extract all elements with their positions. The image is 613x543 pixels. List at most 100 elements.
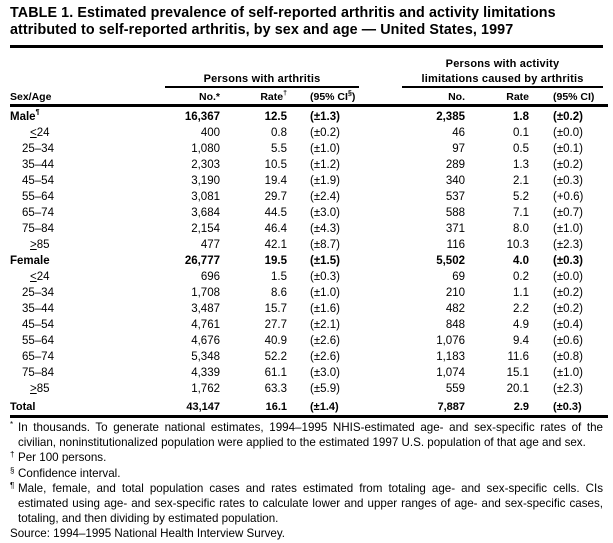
cell-no: 5,348 [191,351,220,363]
row-label: Total [10,401,36,413]
col-sex-age: Sex/Age [10,91,52,103]
table-title: TABLE 1. Estimated prevalence of self-re… [10,5,556,38]
cell-rate: 44.5 [264,207,287,219]
cell-no: 43,147 [186,401,220,413]
cell-ci2: (±0.1) [553,143,583,155]
cell-ci: (±3.0) [310,207,340,219]
row-label: Female [10,253,160,269]
cell-no: 3,684 [191,207,220,219]
row-label: 25–34 [10,141,160,157]
row-label-text: Female [10,255,50,267]
footnote-mark: * [10,420,14,429]
cell-ci: (±8.7) [310,239,340,251]
footnote-mark: § [347,90,352,97]
table-row: 45–54 4,761 27.7 (±2.1) 848 4.9 (±0.4) [10,317,608,333]
col-rate2: Rate [506,91,529,103]
spacer [370,399,407,415]
row-label: 45–54 [10,317,160,333]
footnote-mark: † [283,90,287,97]
cell-rate2: 0.5 [513,143,529,155]
cell-ci: (±1.0) [310,287,340,299]
col-ci: (95% CI§) [289,90,370,104]
sex-group-row: Female 26,777 19.5 (±1.5) 5,502 4.0 (±0.3) [10,253,608,269]
cell-ci2: (±0.2) [553,287,583,299]
cell-rate2: 9.4 [513,335,529,347]
spacer [370,109,407,125]
data-table: Sex/Age No.* Rate† (95% CI§) No. Rate (9… [10,90,608,418]
cell-no: 3,487 [191,303,220,315]
spacer [370,365,407,381]
row-label-text: 65–74 [22,207,54,219]
cell-rate: 10.5 [264,159,287,171]
row-label-text: >85 [30,239,50,251]
cell-no2: 210 [445,287,465,299]
row-label: >85 [10,237,160,253]
cell-ci: (±2.4) [310,191,340,203]
table-row: 65–74 3,684 44.5 (±3.0) 588 7.1 (±0.7) [10,205,608,221]
col-ci2: (95% CI) [553,91,595,103]
cell-rate: 63.3 [264,383,287,395]
row-label: <24 [10,269,160,285]
cell-no: 3,190 [191,175,220,187]
cell-ci: (±2.1) [310,319,340,331]
cell-no2: 1,076 [436,335,465,347]
row-label-text: 55–64 [22,191,54,203]
table-row: 55–64 4,676 40.9 (±2.6) 1,076 9.4 (±0.6) [10,333,608,349]
row-label: 35–44 [10,157,160,173]
cell-rate: 46.4 [264,223,287,235]
table-row: 65–74 5,348 52.2 (±2.6) 1,183 11.6 (±0.8) [10,349,608,365]
cell-no2: 371 [445,223,465,235]
footnote-text: Confidence interval. [18,466,121,480]
row-label-text: 75–84 [22,367,54,379]
cell-no2: 2,385 [436,111,465,123]
cell-rate2: 0.2 [513,271,529,283]
column-header-row: Sex/Age No.* Rate† (95% CI§) No. Rate (9… [10,90,608,104]
footnote: * In thousands. To generate national esti… [10,420,603,450]
cell-rate2: 0.1 [513,127,529,139]
table-row: 45–54 3,190 19.4 (±1.9) 340 2.1 (±0.3) [10,173,608,189]
row-label: Male¶ [10,109,160,125]
cell-ci: (±1.4) [310,401,339,413]
cell-rate2: 4.0 [513,255,529,267]
spacer [370,253,407,269]
table-row: >85 1,762 63.3 (±5.9) 559 20.1 (±2.3) [10,381,608,397]
table-row: <24 400 0.8 (±0.2) 46 0.1 (±0.0) [10,125,608,141]
row-label-text: <24 [30,271,50,283]
cell-rate: 1.5 [271,271,287,283]
row-label-text: 65–74 [22,351,54,363]
table-row: 35–44 2,303 10.5 (±1.2) 289 1.3 (±0.2) [10,157,608,173]
cell-ci: (±1.9) [310,175,340,187]
row-label: 45–54 [10,173,160,189]
cell-no2: 588 [445,207,465,219]
row-label-text: 35–44 [22,159,54,171]
cell-no2: 46 [452,127,465,139]
col-spacer [370,90,407,104]
header-rule [10,104,608,107]
cell-ci: (±1.5) [310,255,340,267]
cell-ci2: (±0.8) [553,351,583,363]
cell-no2: 559 [445,383,465,395]
cell-rate2: 2.1 [513,175,529,187]
cell-no: 477 [200,239,220,251]
cell-ci2: (±0.2) [553,303,583,315]
cell-no2: 7,887 [437,401,465,413]
cell-ci2: (±0.2) [553,111,583,123]
row-label-text: Male [10,111,36,123]
cell-no: 4,339 [191,367,220,379]
total-rule [10,415,608,418]
cell-no: 4,676 [191,335,220,347]
cell-rate: 27.7 [264,319,287,331]
cell-ci2: (±1.0) [553,367,583,379]
cell-no: 2,154 [191,223,220,235]
cell-rate2: 5.2 [513,191,529,203]
cell-ci: (±1.3) [310,111,340,123]
cell-ci2: (±0.6) [553,335,583,347]
cell-rate: 19.4 [264,175,287,187]
footnote-text: Per 100 persons. [18,451,107,465]
row-label: 55–64 [10,189,160,205]
total-row: Total 43,147 16.1 (±1.4) 7,887 2.9 (±0.3… [10,399,608,415]
cell-ci2: (±2.3) [553,239,583,251]
cell-rate: 42.1 [264,239,287,251]
cell-no2: 69 [452,271,465,283]
row-label-text: 35–44 [22,303,54,315]
